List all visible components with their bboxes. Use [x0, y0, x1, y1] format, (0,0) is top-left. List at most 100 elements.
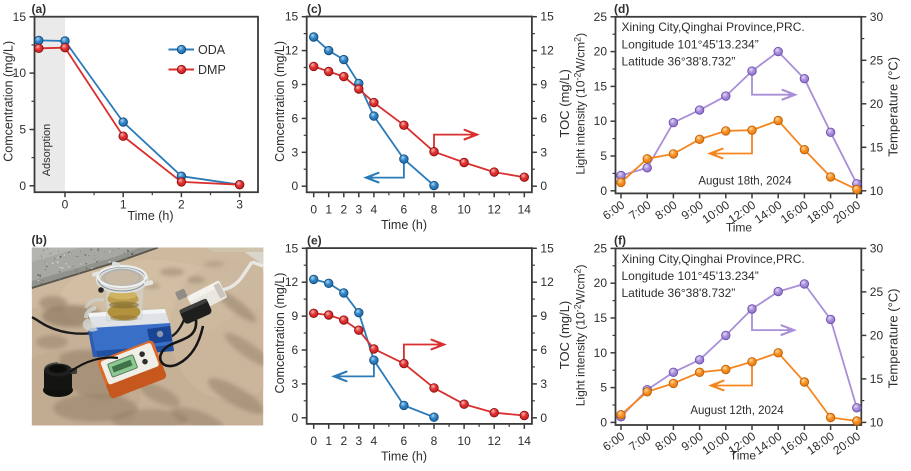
- svg-text:9: 9: [292, 309, 299, 323]
- svg-text:10: 10: [594, 346, 608, 360]
- svg-text:15: 15: [285, 241, 299, 255]
- svg-text:12: 12: [488, 434, 502, 448]
- svg-text:6: 6: [292, 343, 299, 357]
- svg-text:15: 15: [540, 241, 554, 255]
- svg-text:Temperature (°C): Temperature (°C): [886, 288, 901, 388]
- svg-text:14: 14: [518, 434, 532, 448]
- svg-text:0: 0: [600, 184, 607, 198]
- svg-text:Comcentration (mg/L): Comcentration (mg/L): [273, 273, 287, 394]
- svg-text:15: 15: [870, 372, 884, 386]
- svg-text:0: 0: [292, 179, 299, 193]
- svg-text:12: 12: [540, 275, 554, 289]
- svg-text:6: 6: [292, 111, 299, 125]
- svg-text:6: 6: [401, 434, 408, 448]
- svg-text:(b): (b): [32, 233, 47, 247]
- svg-text:1: 1: [120, 198, 127, 212]
- svg-text:3: 3: [236, 198, 243, 212]
- svg-text:Comcentration (mg/L): Comcentration (mg/L): [2, 41, 16, 162]
- svg-text:25: 25: [594, 241, 608, 255]
- svg-text:3: 3: [292, 145, 299, 159]
- svg-text:6: 6: [540, 111, 547, 125]
- svg-text:25: 25: [870, 285, 884, 299]
- svg-text:0: 0: [540, 179, 547, 193]
- svg-text:3: 3: [540, 377, 547, 391]
- svg-text:6: 6: [540, 343, 547, 357]
- svg-text:15: 15: [285, 10, 299, 24]
- svg-text:Time: Time: [726, 220, 753, 234]
- svg-text:20: 20: [594, 276, 608, 290]
- svg-text:1: 1: [325, 434, 332, 448]
- svg-text:9: 9: [540, 309, 547, 323]
- svg-text:(f): (f): [614, 234, 626, 248]
- svg-text:12: 12: [285, 44, 299, 58]
- svg-text:Longitude 101°45'13.234”: Longitude 101°45'13.234”: [622, 37, 759, 51]
- svg-text:8: 8: [431, 203, 438, 217]
- svg-text:Light intensity (10-2W/cm2): Light intensity (10-2W/cm2): [573, 33, 588, 175]
- svg-text:5: 5: [600, 149, 607, 163]
- svg-text:25: 25: [870, 53, 884, 67]
- svg-text:15: 15: [870, 140, 884, 154]
- svg-text:Latitude 36°38'8.732”: Latitude 36°38'8.732”: [622, 54, 736, 68]
- svg-text:2: 2: [178, 198, 185, 212]
- svg-text:1: 1: [325, 203, 332, 217]
- svg-text:Light intensity (10-2W/cm2): Light intensity (10-2W/cm2): [573, 265, 588, 407]
- svg-text:Latitude 36°38'8.732”: Latitude 36°38'8.732”: [622, 286, 736, 300]
- svg-text:0: 0: [292, 411, 299, 425]
- svg-text:Xining City,Qinghai Province,P: Xining City,Qinghai Province,PRC.: [622, 252, 805, 266]
- svg-text:10: 10: [457, 434, 471, 448]
- svg-text:12: 12: [488, 203, 502, 217]
- svg-text:14: 14: [518, 203, 532, 217]
- svg-text:Temperature (°C): Temperature (°C): [886, 57, 901, 157]
- svg-text:TOC (mg/L): TOC (mg/L): [557, 301, 572, 369]
- svg-text:15: 15: [594, 79, 608, 93]
- svg-text:(a): (a): [32, 2, 47, 16]
- svg-text:2: 2: [340, 203, 347, 217]
- svg-text:9: 9: [540, 78, 547, 92]
- svg-text:Time (h): Time (h): [127, 209, 173, 223]
- svg-text:12: 12: [540, 44, 554, 58]
- svg-text:5: 5: [19, 123, 26, 137]
- svg-text:Longitude 101°45'13.234”: Longitude 101°45'13.234”: [622, 269, 759, 283]
- svg-text:6: 6: [401, 203, 408, 217]
- svg-text:20: 20: [870, 328, 884, 342]
- svg-text:August 12th, 2024: August 12th, 2024: [690, 405, 784, 417]
- svg-text:15: 15: [13, 10, 27, 24]
- svg-text:15: 15: [594, 311, 608, 325]
- svg-text:Time (h): Time (h): [381, 450, 427, 464]
- svg-text:0: 0: [600, 415, 607, 429]
- svg-text:(c): (c): [307, 2, 322, 16]
- svg-text:0: 0: [310, 203, 317, 217]
- svg-text:(d): (d): [614, 2, 629, 16]
- svg-text:20: 20: [870, 97, 884, 111]
- svg-text:2: 2: [340, 434, 347, 448]
- svg-text:3: 3: [540, 145, 547, 159]
- svg-text:4: 4: [371, 434, 378, 448]
- svg-text:12: 12: [285, 275, 299, 289]
- svg-text:DMP: DMP: [198, 63, 226, 77]
- svg-text:25: 25: [594, 10, 608, 24]
- svg-text:10: 10: [457, 203, 471, 217]
- svg-text:(e): (e): [307, 234, 322, 248]
- svg-text:Time: Time: [730, 449, 757, 463]
- svg-text:August 18th, 2024: August 18th, 2024: [698, 176, 792, 188]
- svg-text:8: 8: [431, 434, 438, 448]
- svg-text:3: 3: [355, 434, 362, 448]
- svg-text:Adsorption: Adsorption: [41, 124, 53, 177]
- svg-text:0: 0: [310, 434, 317, 448]
- svg-text:0: 0: [540, 411, 547, 425]
- svg-text:10: 10: [870, 415, 884, 429]
- svg-text:10: 10: [870, 184, 884, 198]
- svg-text:ODA: ODA: [198, 43, 226, 57]
- svg-text:3: 3: [292, 377, 299, 391]
- svg-text:4: 4: [371, 203, 378, 217]
- svg-text:Time (h): Time (h): [381, 218, 427, 232]
- svg-text:30: 30: [870, 241, 884, 255]
- svg-text:5: 5: [600, 381, 607, 395]
- svg-text:30: 30: [870, 10, 884, 24]
- svg-text:10: 10: [13, 66, 27, 80]
- svg-text:9: 9: [292, 78, 299, 92]
- svg-text:0: 0: [62, 198, 69, 212]
- svg-text:3: 3: [355, 203, 362, 217]
- svg-text:Xining City,Qinghai Province,P: Xining City,Qinghai Province,PRC.: [622, 20, 805, 34]
- svg-text:20: 20: [594, 45, 608, 59]
